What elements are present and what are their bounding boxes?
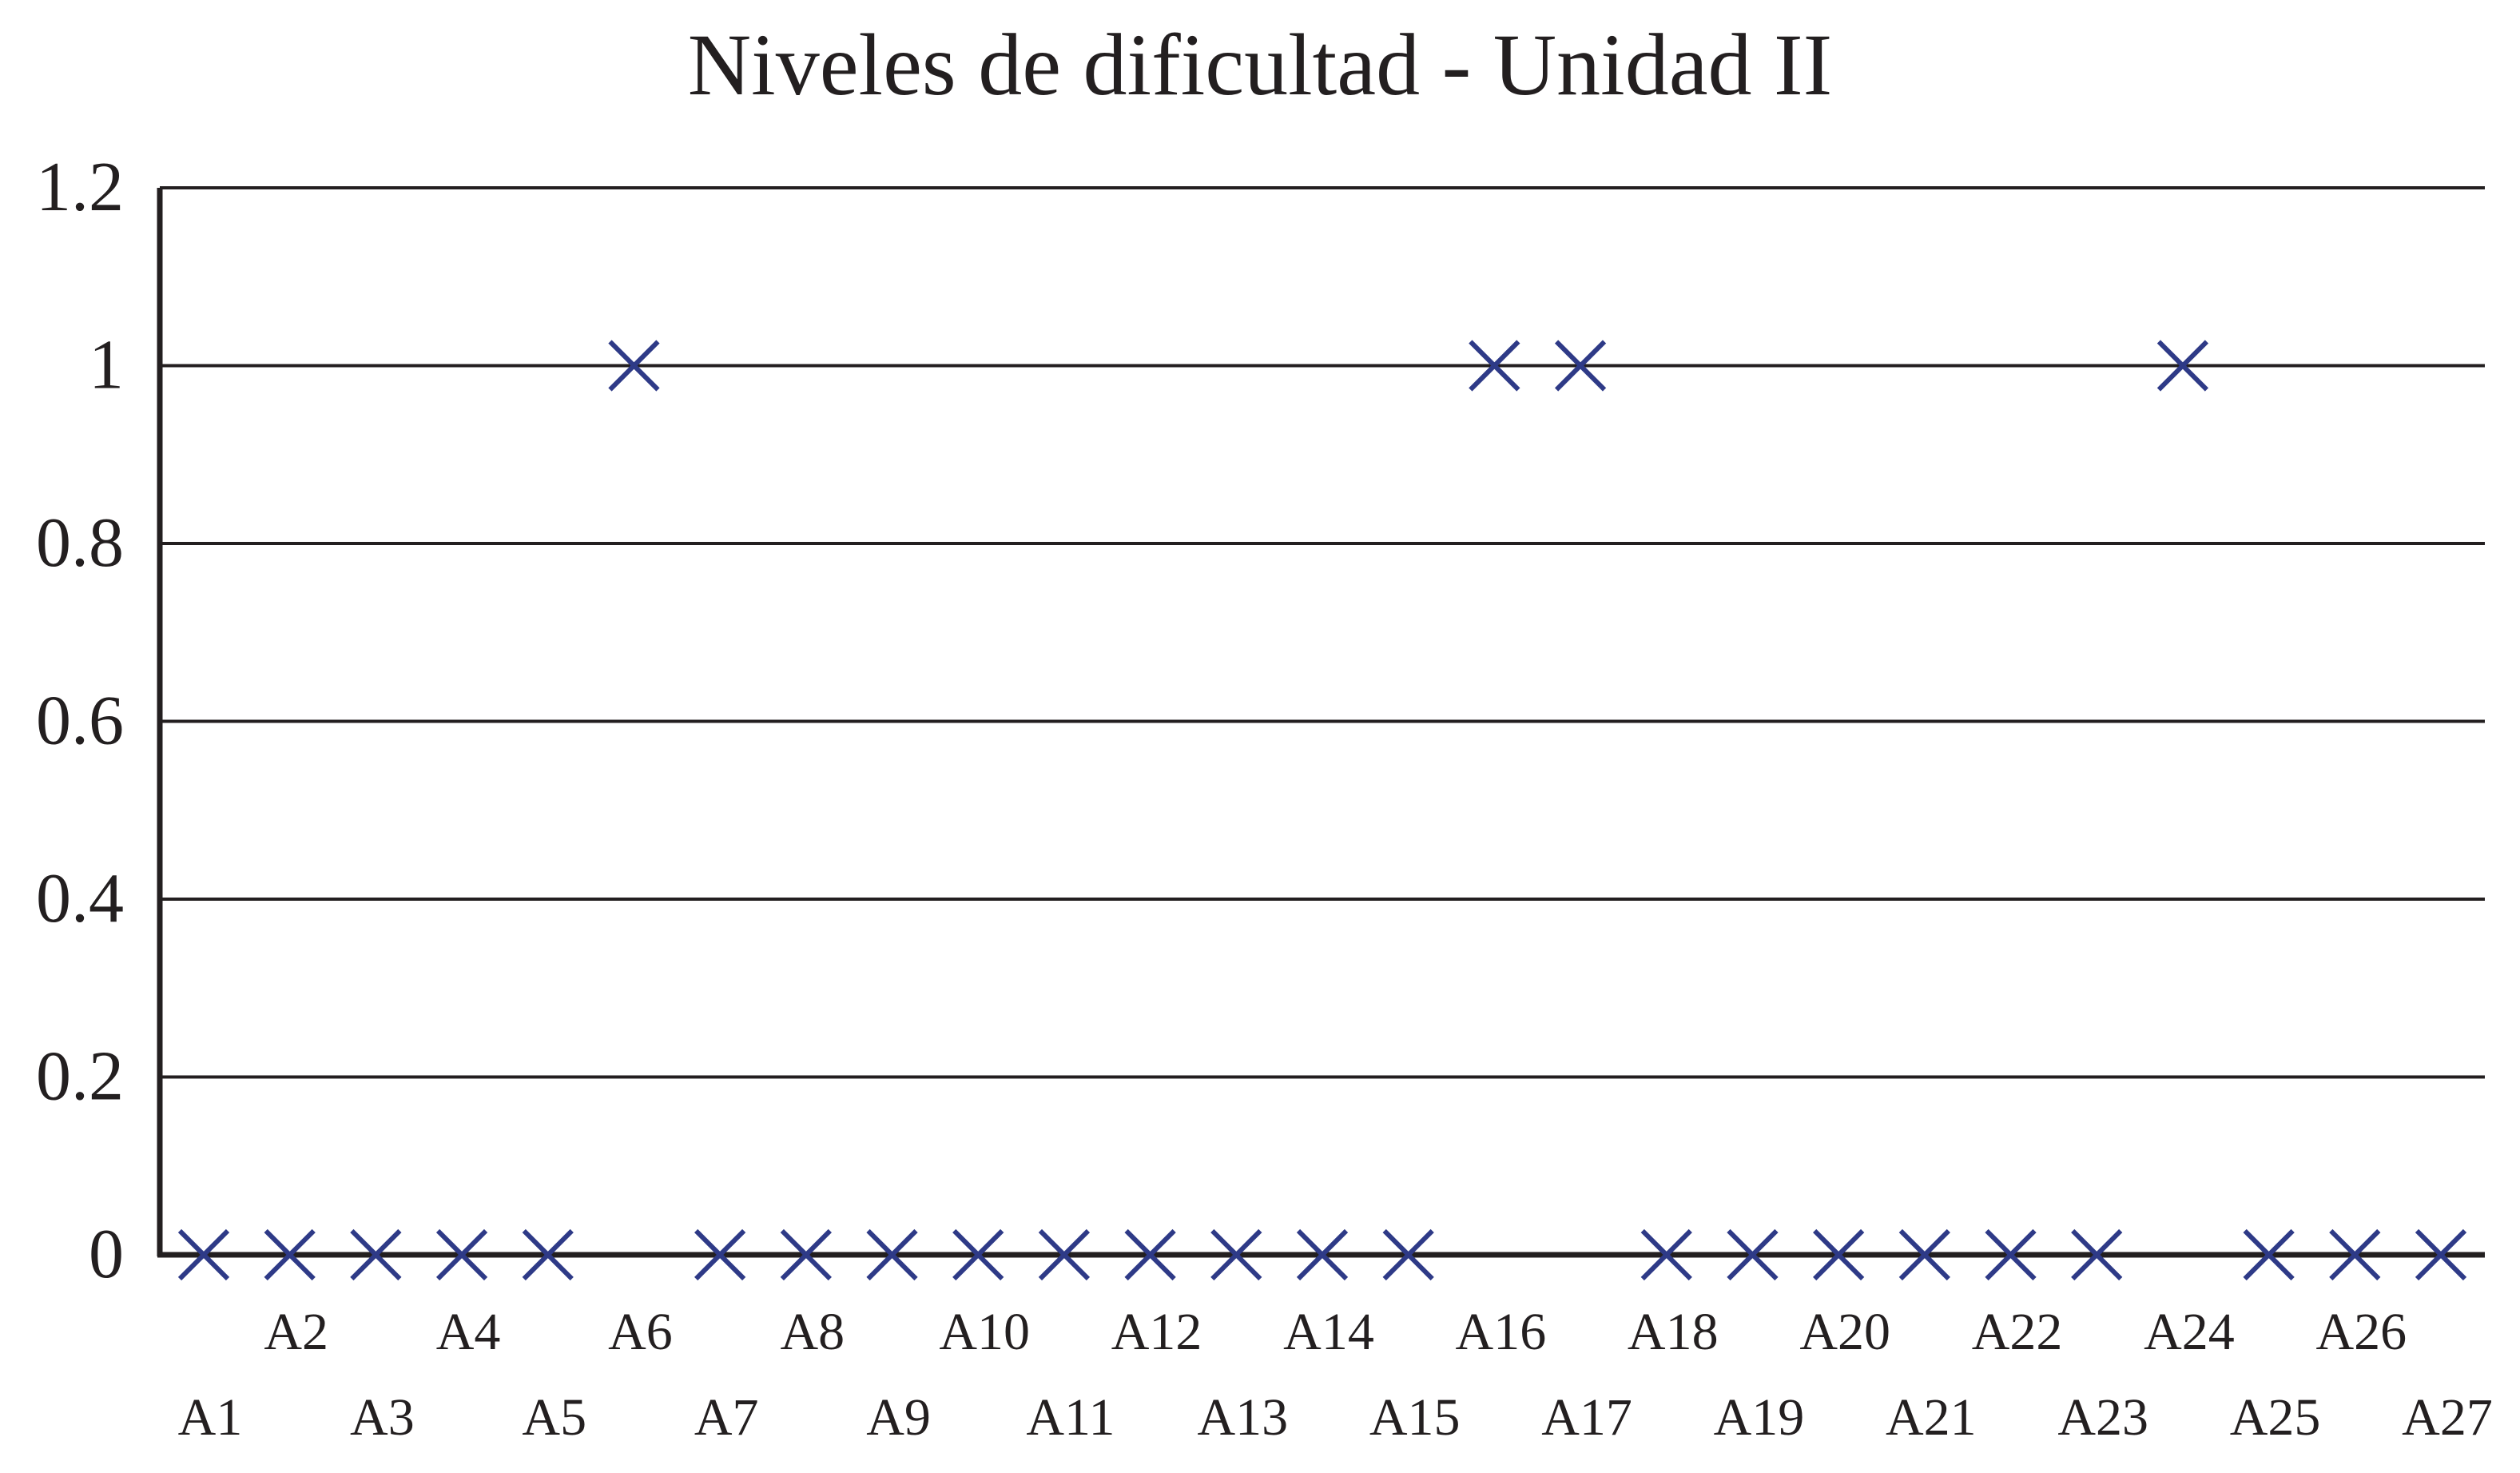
- y-tick-labels: 0 0.2 0.4 0.6 0.8 1 1.2: [36, 149, 124, 1293]
- y-tick-label: 0.6: [36, 683, 124, 760]
- data-point: [2415, 1228, 2467, 1281]
- x-tick-label: A18: [1628, 1303, 1719, 1361]
- x-tick-label: A22: [1972, 1303, 2063, 1361]
- data-point: [2071, 1228, 2123, 1281]
- x-tick-label: A2: [264, 1303, 328, 1361]
- y-tick-label: 0: [89, 1216, 124, 1293]
- data-point: [1296, 1228, 1349, 1281]
- data-point: [2156, 340, 2209, 392]
- x-tick-label: A6: [608, 1303, 673, 1361]
- data-point: [1985, 1228, 2037, 1281]
- x-tick-label: A17: [1541, 1388, 1632, 1447]
- x-tick-label: A13: [1197, 1388, 1288, 1447]
- data-point: [866, 1228, 918, 1281]
- grid-lines: [160, 186, 2485, 1079]
- x-tick-label: A3: [350, 1388, 415, 1447]
- data-point: [1813, 1228, 1865, 1281]
- data-point: [1469, 340, 1520, 392]
- x-tick-label: A9: [866, 1388, 931, 1447]
- data-point: [1382, 1228, 1434, 1281]
- x-tick-label: A14: [1283, 1303, 1374, 1361]
- data-point: [1898, 1228, 1950, 1281]
- x-tick-label: A8: [781, 1303, 845, 1361]
- x-tick-label: A11: [1026, 1388, 1115, 1447]
- data-point: [952, 1228, 1004, 1281]
- x-tick-label: A10: [939, 1303, 1030, 1361]
- data-point: [780, 1228, 832, 1281]
- data-point: [522, 1228, 574, 1281]
- y-tick-label: 0.2: [36, 1038, 124, 1116]
- chart-title: Niveles de dificultad - Unidad II: [688, 16, 1833, 113]
- data-point: [350, 1228, 402, 1281]
- x-tick-label: A1: [178, 1388, 243, 1447]
- data-point: [1727, 1228, 1779, 1281]
- x-tick-label: A21: [1886, 1388, 1977, 1447]
- y-tick-label: 0.4: [36, 860, 124, 938]
- x-tick-label: A7: [694, 1388, 759, 1447]
- data-point: [694, 1228, 746, 1281]
- y-tick-label: 1.2: [36, 149, 124, 226]
- x-tick-label: A16: [1456, 1303, 1547, 1361]
- x-tick-label: A15: [1369, 1388, 1461, 1447]
- x-tick-label: A5: [522, 1388, 586, 1447]
- x-tick-label: A25: [2230, 1388, 2321, 1447]
- data-point: [1554, 340, 1607, 392]
- data-point: [2243, 1228, 2295, 1281]
- x-tick-label: A24: [2144, 1303, 2235, 1361]
- x-tick-label: A26: [2315, 1303, 2407, 1361]
- data-point: [1210, 1228, 1262, 1281]
- x-tick-label: A20: [1799, 1303, 1890, 1361]
- data-point: [608, 340, 660, 392]
- x-tick-label: A27: [2402, 1388, 2493, 1447]
- data-point: [435, 1228, 488, 1281]
- x-tick-label: A12: [1111, 1303, 1202, 1361]
- data-point: [2329, 1228, 2381, 1281]
- x-tick-label: A4: [436, 1303, 501, 1361]
- data-point: [1640, 1228, 1692, 1281]
- x-tick-label: A19: [1714, 1388, 1805, 1447]
- data-point: [1124, 1228, 1176, 1281]
- data-point: [264, 1228, 316, 1281]
- data-point: [1038, 1228, 1091, 1281]
- x-tick-label: A23: [2057, 1388, 2148, 1447]
- y-tick-label: 1: [89, 327, 124, 404]
- data-point: [177, 1228, 230, 1281]
- y-tick-label: 0.8: [36, 504, 124, 582]
- data-points: [177, 340, 2467, 1281]
